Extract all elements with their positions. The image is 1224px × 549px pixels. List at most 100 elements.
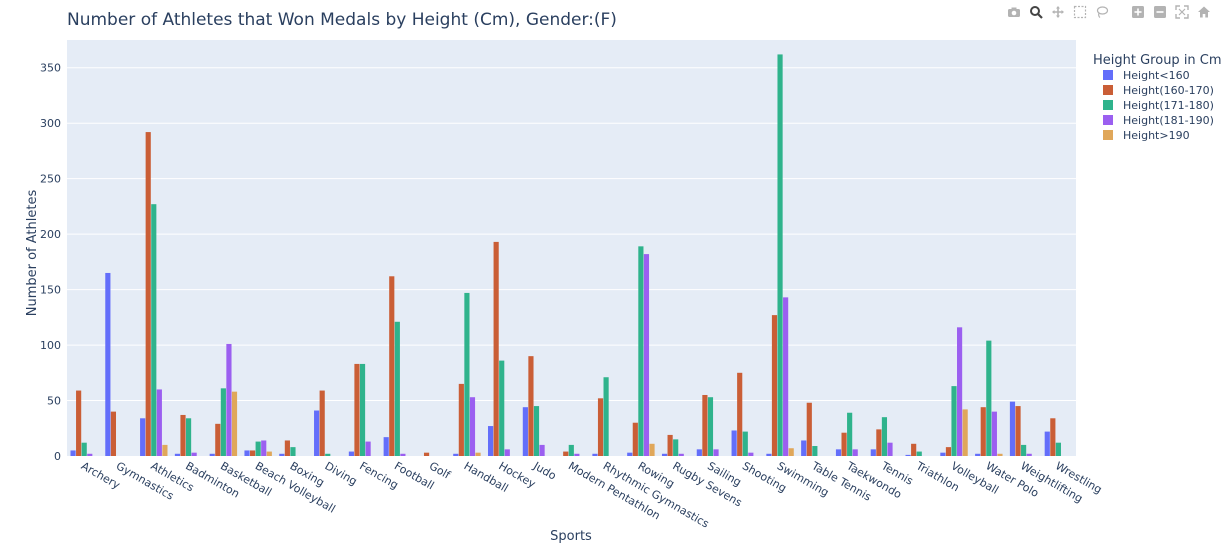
bar-basketball-3[interactable] (226, 343, 232, 456)
bar-handball-1[interactable] (458, 383, 464, 456)
bar-hockey-1[interactable] (493, 241, 499, 456)
bar-archery-3[interactable] (87, 453, 93, 456)
bar-table-tennis-1[interactable] (806, 402, 812, 456)
home-icon[interactable] (1196, 4, 1212, 20)
bar-handball-0[interactable] (453, 453, 459, 456)
bar-swimming-3[interactable] (783, 297, 789, 456)
bar-athletics-4[interactable] (162, 444, 168, 456)
bar-table-tennis-0[interactable] (801, 440, 807, 456)
bar-athletics-2[interactable] (151, 204, 157, 456)
bar-water-polo-4[interactable] (997, 453, 1003, 456)
bar-volleyball-2[interactable] (951, 386, 957, 456)
zoom-in-icon[interactable] (1130, 4, 1146, 20)
bar-athletics-3[interactable] (156, 389, 162, 456)
bar-rugby-sevens-0[interactable] (661, 453, 668, 456)
bar-handball-2[interactable] (464, 292, 470, 456)
bar-fencing-1[interactable] (354, 363, 360, 456)
bar-judo-2[interactable] (533, 406, 540, 456)
bar-basketball-0[interactable] (209, 453, 215, 456)
bar-wrestling-2[interactable] (1055, 442, 1061, 456)
bar-water-polo-1[interactable] (980, 407, 986, 456)
bar-boxing-1[interactable] (284, 440, 290, 456)
bar-table-tennis-2[interactable] (812, 446, 818, 456)
bar-weightlifting-0[interactable] (1009, 401, 1016, 456)
bar-rowing-1[interactable] (632, 422, 638, 456)
bar-weightlifting-1[interactable] (1015, 406, 1021, 456)
legend-item[interactable]: Height<160 (1103, 69, 1190, 82)
bar-fencing-0[interactable] (348, 451, 354, 456)
bar-badminton-3[interactable] (191, 452, 197, 456)
legend-item[interactable]: Height(160-170) (1103, 84, 1214, 97)
bar-shooting-1[interactable] (737, 372, 743, 456)
camera-icon[interactable] (1006, 4, 1022, 20)
bar-sailing-2[interactable] (707, 397, 714, 456)
bar-boxing-2[interactable] (290, 447, 296, 456)
autoscale-icon[interactable] (1174, 4, 1190, 20)
bar-archery-0[interactable] (70, 450, 76, 456)
bar-sailing-0[interactable] (696, 449, 702, 456)
bar-beach-volleyball-4[interactable] (266, 451, 272, 456)
bar-wrestling-0[interactable] (1044, 431, 1050, 456)
bar-hockey-0[interactable] (487, 426, 494, 456)
bar-fencing-2[interactable] (359, 363, 366, 456)
bar-rugby-sevens-3[interactable] (678, 453, 684, 456)
bar-diving-1[interactable] (319, 390, 325, 456)
bar-judo-0[interactable] (522, 407, 528, 456)
bar-triathlon-2[interactable] (916, 451, 922, 456)
bar-boxing-0[interactable] (279, 453, 285, 456)
bar-volleyball-3[interactable] (957, 327, 963, 456)
bar-triathlon-0[interactable] (905, 454, 911, 456)
bar-volleyball-4[interactable] (962, 409, 968, 456)
bar-football-0[interactable] (383, 437, 389, 456)
bar-gymnastics-0[interactable] (105, 272, 111, 456)
bar-water-polo-0[interactable] (975, 453, 981, 456)
bar-rugby-sevens-2[interactable] (673, 439, 679, 456)
bar-badminton-0[interactable] (174, 453, 181, 456)
bar-water-polo-3[interactable] (991, 411, 997, 456)
legend-item[interactable]: Height(171-180) (1103, 99, 1214, 112)
bar-modern-pentathlon-3[interactable] (574, 453, 580, 456)
bar-sailing-1[interactable] (702, 394, 708, 456)
zoom-icon[interactable] (1028, 4, 1044, 20)
bar-archery-1[interactable] (76, 390, 82, 456)
bar-weightlifting-3[interactable] (1026, 453, 1032, 456)
bar-swimming-2[interactable] (777, 54, 783, 457)
zoom-out-icon[interactable] (1152, 4, 1168, 20)
bar-shooting-3[interactable] (748, 452, 754, 456)
bar-volleyball-0[interactable] (940, 452, 946, 456)
bar-rowing-3[interactable] (643, 254, 650, 456)
bar-swimming-4[interactable] (788, 448, 794, 456)
bar-badminton-2[interactable] (185, 418, 192, 456)
bar-modern-pentathlon-1[interactable] (563, 451, 569, 456)
bar-sailing-3[interactable] (713, 449, 719, 456)
bar-tennis-3[interactable] (887, 442, 893, 456)
bar-rugby-sevens-1[interactable] (667, 434, 673, 456)
legend-item[interactable]: Height(181-190) (1103, 114, 1214, 127)
bar-shooting-0[interactable] (731, 430, 737, 456)
bar-weightlifting-2[interactable] (1021, 444, 1027, 456)
bar-rowing-4[interactable] (649, 443, 655, 456)
bar-hockey-3[interactable] (504, 449, 510, 456)
bar-modern-pentathlon-2[interactable] (568, 444, 574, 456)
bar-taekwondo-3[interactable] (852, 449, 858, 456)
bar-triathlon-1[interactable] (911, 443, 917, 456)
bar-taekwondo-2[interactable] (847, 412, 853, 456)
bar-football-3[interactable] (400, 453, 406, 456)
bar-basketball-1[interactable] (215, 423, 221, 456)
bar-tennis-1[interactable] (876, 429, 882, 456)
bar-athletics-1[interactable] (145, 132, 151, 457)
bar-basketball-4[interactable] (231, 391, 238, 456)
bar-wrestling-1[interactable] (1050, 418, 1056, 456)
bar-diving-2[interactable] (325, 453, 331, 456)
bar-basketball-2[interactable] (220, 388, 226, 456)
bar-rowing-2[interactable] (638, 246, 644, 456)
lasso-icon[interactable] (1094, 4, 1110, 20)
bar-gymnastics-1[interactable] (110, 411, 117, 456)
bar-golf-1[interactable] (423, 452, 430, 456)
bar-tennis-2[interactable] (881, 417, 888, 456)
bar-rowing-0[interactable] (627, 452, 633, 456)
bar-swimming-1[interactable] (771, 315, 778, 456)
pan-icon[interactable] (1050, 4, 1066, 20)
bar-rhythmic-gymnastics-1[interactable] (597, 398, 604, 456)
bar-judo-1[interactable] (528, 356, 534, 456)
